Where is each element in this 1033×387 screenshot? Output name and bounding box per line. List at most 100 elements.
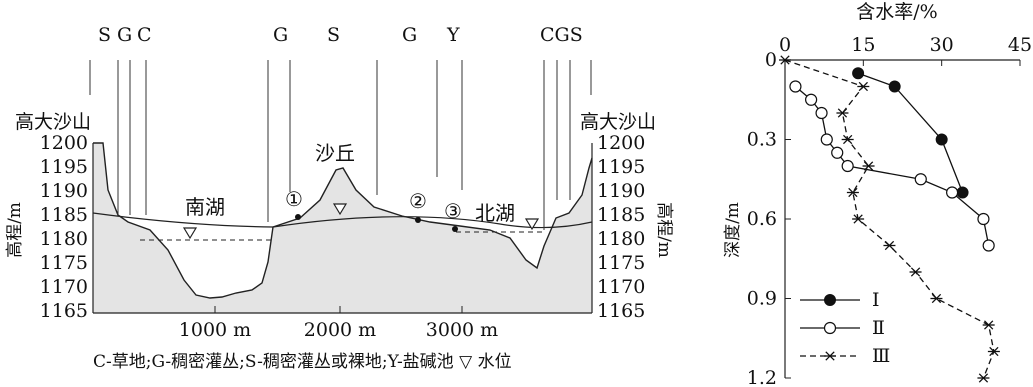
dune-label: 沙丘 (315, 141, 355, 165)
chart-y-tick-label: 0.9 (747, 288, 777, 310)
letter-Y-mid: Y (446, 24, 460, 46)
series-1-point (852, 67, 865, 80)
letter-G-left: G (117, 24, 132, 46)
series-3-point (841, 134, 854, 145)
y-tick-1200: 1200 (40, 132, 88, 154)
letter-S-mid: S (327, 24, 340, 46)
y-tick-1170-r: 1170 (597, 276, 645, 298)
y-tick-1165: 1165 (40, 300, 88, 322)
series-3-point (852, 214, 865, 224)
south-lake-label: 南湖 (185, 195, 225, 219)
moisture-chart: 含水率/% 深度/m 0 15 30 45 0 0.3 0.6 0.9 1.2 Ⅰ Ⅱ Ⅲ (723, 1, 1032, 387)
y-tick-1165-r: 1165 (597, 300, 645, 322)
y-tick-1190-r: 1190 (597, 180, 645, 202)
top-letters: S G C G S G Y CGS (98, 24, 583, 46)
right-mountain-label: 高大沙山 (580, 111, 656, 133)
legend-label: Ⅱ (872, 317, 885, 339)
series-3-point (977, 373, 990, 383)
y-tick-1190: 1190 (40, 180, 88, 202)
vegetation-boundaries (89, 60, 592, 230)
sample-point-2 (415, 217, 421, 223)
y-tick-1200-r: 1200 (597, 132, 645, 154)
legend-label: Ⅲ (872, 345, 890, 367)
left-axis-title: 高程/m (5, 202, 25, 258)
ground-outline (93, 142, 593, 299)
x-tick-3000m: 3000 m (426, 319, 498, 341)
legend-marker (823, 321, 837, 335)
chart-legend: Ⅰ Ⅱ Ⅲ (800, 289, 890, 367)
series-2-point (789, 80, 802, 93)
series-3-point (909, 267, 922, 277)
series-1-point (956, 186, 969, 199)
point-label-3: ③ (444, 199, 462, 223)
y-tick-1180: 1180 (40, 228, 88, 250)
series-line-2 (795, 86, 990, 246)
letter-G-mid2: G (402, 24, 417, 46)
letter-S-left: S (98, 24, 111, 46)
chart-y-axis-title: 深度/m (723, 202, 743, 258)
y-tick-1175: 1175 (40, 252, 88, 274)
series-3-point (987, 346, 1000, 357)
legend-marker (824, 294, 836, 306)
left-mountain-label: 高大沙山 (15, 111, 91, 133)
distance-axis: 1000 m 2000 m 3000 m (93, 306, 592, 341)
y-tick-1185: 1185 (40, 204, 88, 226)
point-label-2: ② (409, 189, 427, 213)
chart-x-tick-label: 30 (930, 34, 954, 56)
series-2-point (841, 159, 854, 173)
series-2-point (820, 133, 833, 146)
series-line-1 (857, 72, 964, 193)
series-3-point (982, 320, 995, 330)
chart-x-tick-label: 0 (779, 34, 791, 56)
sample-point-1 (295, 214, 301, 220)
x-tick-1000m: 1000 m (179, 319, 251, 341)
series-3-point (862, 161, 875, 171)
water-level-icon (332, 203, 348, 216)
chart-y-tick-label: 0.6 (747, 208, 777, 230)
legend-marker (824, 351, 836, 361)
series-2-point (982, 239, 995, 252)
right-axis-title: 高程/m (654, 202, 674, 258)
series-1-point (935, 133, 948, 146)
profile-legend-caption: C-草地;G-稠密灌丛;S-稠密灌丛或裸地;Y-盐碱池 ▽ 水位 (93, 352, 512, 372)
water-level-icon (182, 227, 198, 240)
legend-label: Ⅰ (872, 289, 880, 311)
series-2-point (805, 93, 818, 106)
series-2-point (977, 212, 990, 226)
series-1-point (888, 80, 901, 93)
y-tick-1180-r: 1180 (597, 228, 645, 250)
y-tick-1195: 1195 (40, 156, 88, 178)
series-3-point (883, 240, 896, 251)
series-2-point (831, 146, 844, 159)
chart-y-tick-label: 0.3 (747, 129, 777, 151)
series-3-point (846, 187, 859, 198)
chart-y-tick-label: 1.2 (747, 367, 777, 387)
series-2-point (815, 106, 828, 120)
series-3-point (779, 55, 791, 65)
letter-C-left: C (137, 24, 152, 46)
chart-axes: 0 15 30 45 0 0.3 0.6 0.9 1.2 (747, 34, 1032, 387)
north-lake-label: 北湖 (475, 201, 515, 225)
series-3-point (836, 108, 849, 118)
letters-CGS-right: CGS (540, 24, 583, 46)
x-tick-2000m: 2000 m (304, 319, 376, 341)
left-elevation-axis: 高大沙山 1200 1195 1190 1185 1180 1175 1170 … (5, 111, 94, 322)
water-level-icon (524, 218, 540, 231)
sample-point-3 (452, 226, 458, 232)
series-2-point (946, 186, 959, 199)
point-label-1: ① (285, 187, 303, 211)
chart-x-tick-label: 15 (851, 34, 875, 56)
series-3-point (857, 81, 870, 92)
series-3-point (930, 293, 943, 304)
y-tick-1175-r: 1175 (597, 252, 645, 274)
ground-fill (93, 143, 592, 313)
chart-x-tick-label: 45 (1008, 34, 1032, 56)
right-elevation-axis: 高大沙山 1200 1195 1190 1185 1180 1175 1170 … (580, 111, 674, 322)
series-line-3 (784, 59, 995, 379)
y-tick-1185-r: 1185 (597, 204, 645, 226)
chart-y-tick-label: 0 (765, 49, 777, 71)
terrain-profile (92, 142, 593, 313)
y-tick-1195-r: 1195 (597, 156, 645, 178)
chart-title: 含水率/% (856, 1, 937, 23)
